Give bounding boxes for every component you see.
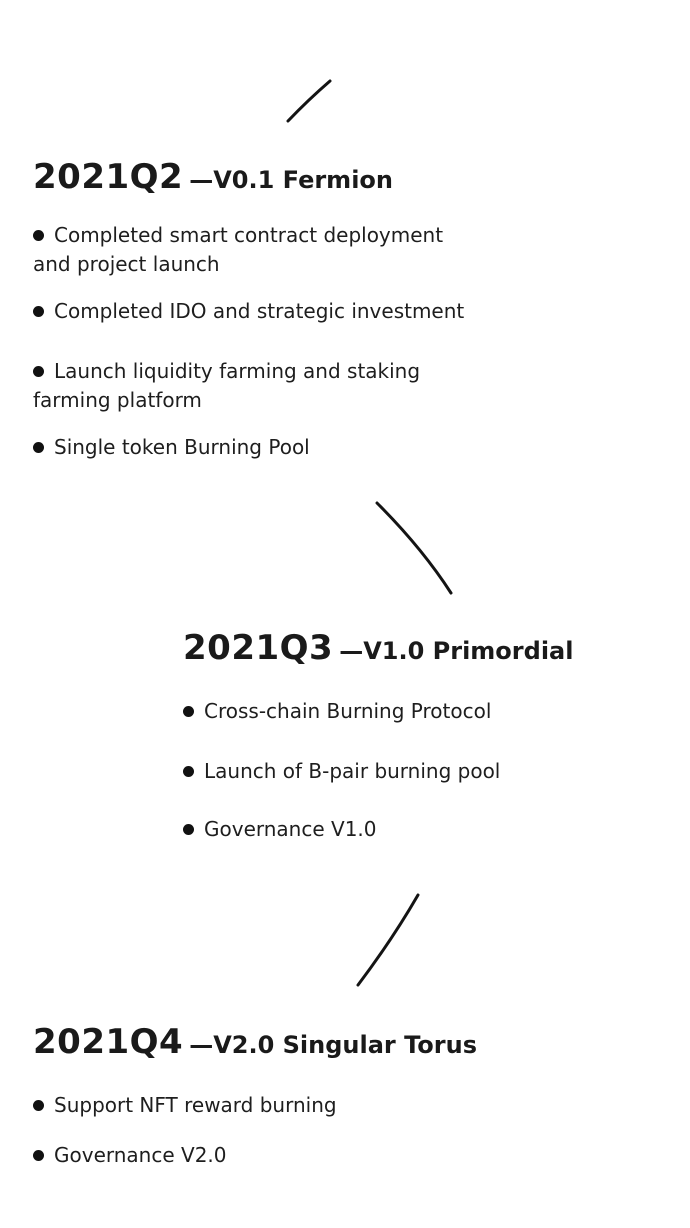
milestone-text: Completed smart contract deployment [54, 223, 444, 247]
bullet-icon [183, 766, 194, 777]
phase-heading: 2021Q4 —V2.0 Singular Torus [33, 1025, 593, 1059]
bullet-icon [33, 442, 44, 453]
phase-heading: 2021Q3 —V1.0 Primordial [183, 631, 663, 665]
milestone-text: Single token Burning Pool [54, 435, 310, 459]
connector-line-middle [375, 501, 453, 595]
milestone-item: Cross-chain Burning Protocol [183, 697, 491, 726]
bullet-icon [33, 230, 44, 241]
phase-heading: 2021Q2 —V0.1 Fermion [33, 160, 593, 194]
milestone-item: Completed smart contract deployment and … [33, 221, 443, 279]
milestone-text: Governance V2.0 [54, 1143, 227, 1167]
phase-2021q3: 2021Q3 —V1.0 Primordial Cross-chain Burni… [183, 631, 663, 861]
phase-version: —V0.1 Fermion [189, 166, 393, 194]
milestone-item: Governance V1.0 [183, 815, 377, 844]
bullet-icon [183, 706, 194, 717]
phase-year: 2021Q3 [183, 628, 334, 668]
bullet-icon [183, 824, 194, 835]
bullet-icon [33, 1150, 44, 1161]
phase-year: 2021Q4 [33, 1022, 184, 1062]
milestone-text: Support NFT reward burning [54, 1093, 337, 1117]
milestone-text-continued: farming platform [33, 388, 202, 412]
phase-version: —V2.0 Singular Torus [189, 1031, 478, 1059]
milestone-item: Launch of B-pair burning pool [183, 757, 500, 786]
milestone-text: Launch liquidity farming and staking [54, 359, 421, 383]
connector-line-bottom [356, 893, 420, 987]
milestone-item: Launch liquidity farming and staking far… [33, 357, 420, 415]
milestone-item: Governance V2.0 [33, 1141, 227, 1170]
milestone-item: Single token Burning Pool [33, 433, 310, 462]
bullet-icon [33, 366, 44, 377]
milestone-text-continued: and project launch [33, 252, 220, 276]
milestone-item: Support NFT reward burning [33, 1091, 337, 1120]
phase-version: —V1.0 Primordial [339, 637, 574, 665]
milestone-text: Cross-chain Burning Protocol [204, 699, 492, 723]
milestone-text: Launch of B-pair burning pool [204, 759, 501, 783]
milestone-text: Governance V1.0 [204, 817, 377, 841]
milestone-text: Completed IDO and strategic investment [54, 299, 465, 323]
phase-2021q4: 2021Q4 —V2.0 Singular Torus Support NFT r… [33, 1025, 593, 1195]
bullet-icon [33, 306, 44, 317]
milestone-item: Completed IDO and strategic investment [33, 297, 464, 326]
bullet-icon [33, 1100, 44, 1111]
phase-2021q2: 2021Q2 —V0.1 Fermion Completed smart cont… [33, 160, 593, 465]
phase-year: 2021Q2 [33, 157, 184, 197]
connector-line-top [286, 79, 332, 123]
